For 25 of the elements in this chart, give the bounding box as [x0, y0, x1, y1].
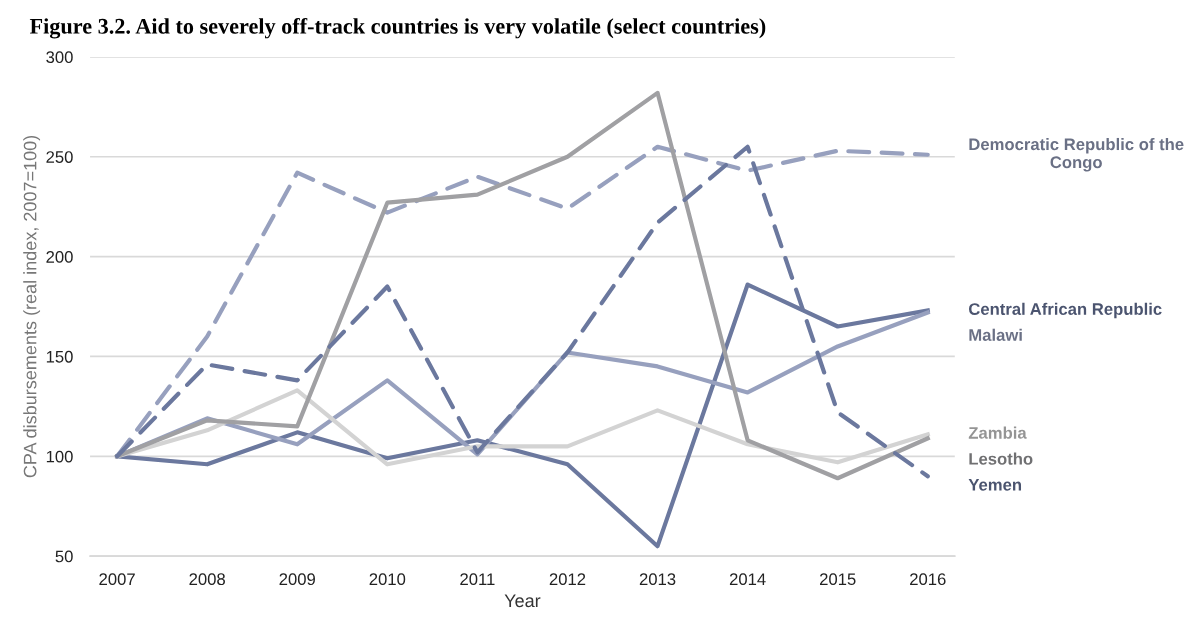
x-tick-label: 2007 [99, 573, 135, 586]
text: Zambia [968, 426, 1027, 439]
text: Lesotho [969, 452, 1033, 465]
x-tick-label: 2016 [910, 573, 946, 586]
text: Malawi [969, 328, 1022, 341]
y-tick-label: 200 [46, 250, 73, 263]
x-tick-label: 2013 [639, 573, 676, 586]
text: Democratic Republic of the Congo [969, 137, 1184, 172]
text: Yemen [968, 479, 1022, 491]
x-tick-label: 2012 [549, 573, 586, 586]
x-tick-label: 2010 [369, 573, 406, 586]
y-axis-title: CPA disbursements (real index, 2007=100) [23, 135, 41, 478]
y-tick-label: 300 [46, 51, 73, 64]
x-axis-title: Year [504, 594, 541, 608]
x-tick-label: 2015 [820, 573, 856, 586]
x-tick-label: 2014 [729, 573, 766, 586]
text: Central African Republic [968, 302, 1162, 319]
y-tick-label: 50 [55, 550, 73, 563]
y-tick-label: 100 [46, 450, 73, 463]
y-tick-label: 250 [46, 151, 73, 163]
x-tick-label: 2009 [279, 573, 315, 586]
chart-title: Figure 3.2. Aid to severely off-track countries is very volatile (select countries) [29, 17, 766, 39]
x-tick-label: 2011 [460, 573, 495, 586]
y-tick-label: 150 [46, 350, 73, 363]
x-tick-label: 2008 [189, 573, 225, 586]
